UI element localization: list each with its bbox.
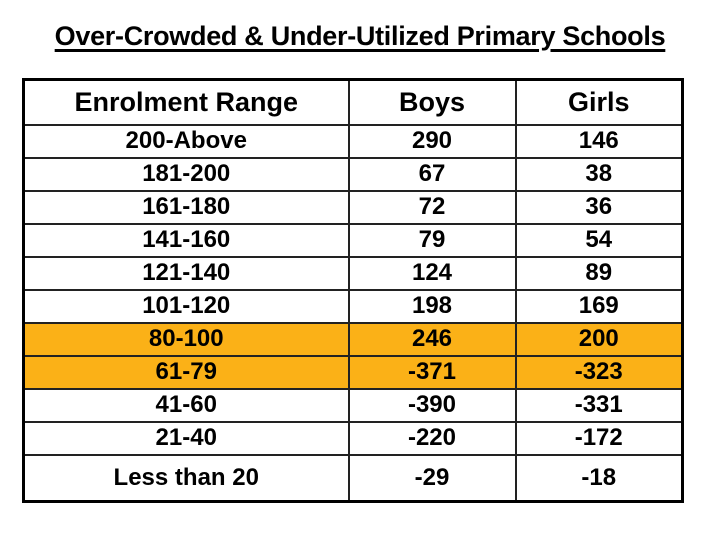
cell-girls: 169 — [514, 288, 684, 324]
cell-enrolment-range: 80-100 — [22, 321, 350, 357]
cell-girls: -323 — [514, 354, 684, 390]
table-row: 141-160 79 54 — [22, 222, 684, 258]
cell-enrolment-range: 21-40 — [22, 420, 350, 456]
cell-enrolment-range: 141-160 — [22, 222, 350, 258]
cell-girls: 146 — [514, 123, 684, 159]
cell-enrolment-range: 121-140 — [22, 255, 350, 291]
cell-boys: 198 — [347, 288, 517, 324]
cell-girls: 54 — [514, 222, 684, 258]
cell-girls: 200 — [514, 321, 684, 357]
cell-boys: 67 — [347, 156, 517, 192]
column-header-boys: Boys — [347, 78, 517, 126]
cell-boys: 246 — [347, 321, 517, 357]
cell-enrolment-range: 181-200 — [22, 156, 350, 192]
table-row: Less than 20 -29 -18 — [22, 453, 684, 503]
table-row: 101-120 198 169 — [22, 288, 684, 324]
cell-girls: 89 — [514, 255, 684, 291]
table-row-highlighted: 80-100 246 200 — [22, 321, 684, 357]
column-header-enrolment-range: Enrolment Range — [22, 78, 350, 126]
cell-girls: -331 — [514, 387, 684, 423]
cell-boys: 124 — [347, 255, 517, 291]
enrolment-table: Enrolment Range Boys Girls 200-Above 290… — [22, 78, 684, 503]
cell-enrolment-range: 200-Above — [22, 123, 350, 159]
table-row: 41-60 -390 -331 — [22, 387, 684, 423]
table-row: 181-200 67 38 — [22, 156, 684, 192]
cell-boys: 72 — [347, 189, 517, 225]
cell-enrolment-range: 61-79 — [22, 354, 350, 390]
cell-girls: 38 — [514, 156, 684, 192]
page-title: Over-Crowded & Under-Utilized Primary Sc… — [54, 21, 666, 51]
cell-girls: -172 — [514, 420, 684, 456]
table-row: 21-40 -220 -172 — [22, 420, 684, 456]
table-row-highlighted: 61-79 -371 -323 — [22, 354, 684, 390]
cell-boys: -29 — [347, 453, 517, 503]
cell-boys: 79 — [347, 222, 517, 258]
table-row: 161-180 72 36 — [22, 189, 684, 225]
table-row: 200-Above 290 146 — [22, 123, 684, 159]
cell-girls: -18 — [514, 453, 684, 503]
table-row: 121-140 124 89 — [22, 255, 684, 291]
cell-enrolment-range: Less than 20 — [22, 453, 350, 503]
cell-girls: 36 — [514, 189, 684, 225]
cell-boys: -371 — [347, 354, 517, 390]
cell-boys: 290 — [347, 123, 517, 159]
cell-enrolment-range: 101-120 — [22, 288, 350, 324]
cell-enrolment-range: 41-60 — [22, 387, 350, 423]
table-header-row: Enrolment Range Boys Girls — [22, 78, 684, 126]
column-header-girls: Girls — [514, 78, 684, 126]
cell-enrolment-range: 161-180 — [22, 189, 350, 225]
cell-boys: -390 — [347, 387, 517, 423]
cell-boys: -220 — [347, 420, 517, 456]
